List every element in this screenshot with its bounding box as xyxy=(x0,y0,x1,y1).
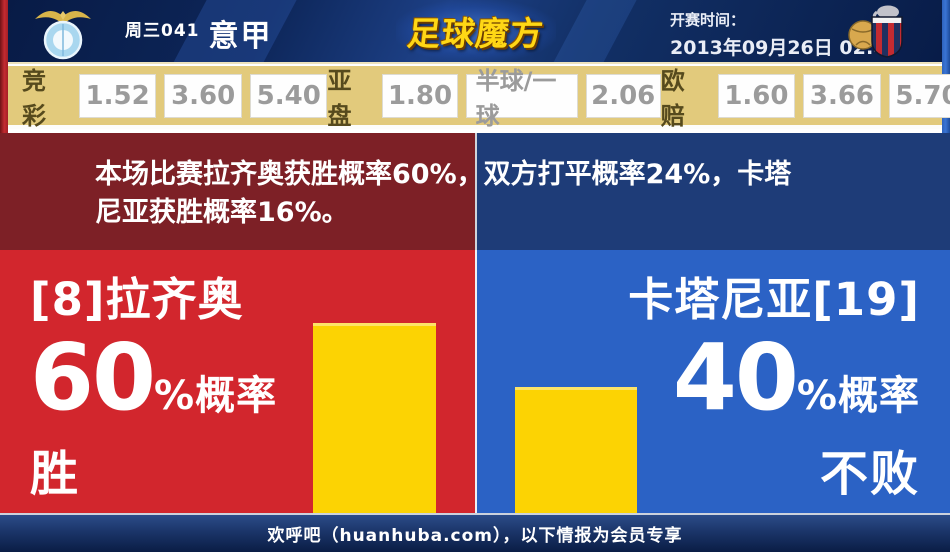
away-percent-value: 40 xyxy=(672,323,799,431)
oupei-label: 欧赔 xyxy=(660,66,686,130)
footer-bar: 欢呼吧（huanhuba.com），以下情报为会员专享 xyxy=(0,513,950,552)
home-percent-value: 60 xyxy=(30,323,156,431)
home-team-name: [8]拉齐奥 xyxy=(30,273,244,326)
lazio-crest-icon xyxy=(32,3,94,62)
oupei-away-odds: 5.70 xyxy=(888,73,950,118)
summary-divider xyxy=(475,133,477,250)
oupei-draw-odds: 3.66 xyxy=(803,73,881,118)
match-number-label: 周三041 xyxy=(125,21,200,41)
away-percent-line: 40%概率 xyxy=(477,331,920,424)
summary-home-background xyxy=(0,133,475,250)
home-percent-suffix: %概率 xyxy=(154,372,278,419)
match-info: 周三041 意甲 xyxy=(125,0,273,62)
away-panel: 卡塔尼亚[19] 40%概率 不败 xyxy=(477,250,950,513)
home-percent-line: 60%概率 xyxy=(30,331,475,424)
oupei-home-odds: 1.60 xyxy=(717,73,796,118)
yapan-home-odds: 1.80 xyxy=(382,73,458,118)
home-panel: [8]拉齐奥 60%概率 胜 xyxy=(0,250,475,513)
away-percent-suffix: %概率 xyxy=(796,372,920,419)
kickoff-info: 开赛时间： 2013年09月26日 02:45 xyxy=(670,9,900,60)
prediction-panels: [8]拉齐奥 60%概率 胜 卡塔尼亚[19] 40%概率 不败 xyxy=(0,250,950,513)
catania-crest-icon xyxy=(848,3,906,62)
match-header: 周三041 意甲 足球魔方 开赛时间： 2013年09月26日 02:45 xyxy=(8,0,942,64)
kickoff-label: 开赛时间： xyxy=(670,11,746,29)
away-probability-bar xyxy=(515,387,637,513)
site-logo-text: 足球魔方 xyxy=(405,14,547,53)
jingcai-draw-odds: 3.60 xyxy=(164,73,242,118)
left-red-edge-strip xyxy=(0,0,8,133)
jingcai-away-odds: 5.40 xyxy=(249,73,328,118)
home-outcome-label: 胜 xyxy=(30,445,81,502)
site-logo: 足球魔方 xyxy=(396,0,556,62)
yapan-label: 亚盘 xyxy=(327,66,353,130)
jingcai-label: 竞彩 xyxy=(22,66,47,130)
odds-group-yapan: 亚盘 1.80 半球/一球 2.06 xyxy=(327,61,661,131)
jingcai-home-odds: 1.52 xyxy=(78,73,157,118)
kickoff-time: 2013年09月26日 02:45 xyxy=(670,37,900,59)
odds-band: 竞彩 1.52 3.60 5.40 亚盘 1.80 半球/一球 2.06 欧赔 … xyxy=(8,66,950,130)
yapan-handicap: 半球/一球 xyxy=(465,67,578,130)
odds-group-jingcai: 竞彩 1.52 3.60 5.40 xyxy=(22,61,328,131)
panel-divider xyxy=(475,250,477,513)
yapan-away-odds: 2.06 xyxy=(585,73,661,118)
probability-summary-band: 本场比赛拉齐奥获胜概率60%，双方打平概率24%，卡塔尼亚获胜概率16%。 xyxy=(0,133,950,250)
home-probability-bar xyxy=(313,323,436,513)
league-name: 意甲 xyxy=(208,19,273,54)
odds-group-oupei: 欧赔 1.60 3.66 5.70 xyxy=(661,61,950,131)
away-team-name: 卡塔尼亚[19] xyxy=(628,273,920,326)
right-blue-edge-strip xyxy=(942,0,950,133)
footer-text: 欢呼吧（huanhuba.com），以下情报为会员专享 xyxy=(267,526,683,546)
away-outcome-label: 不败 xyxy=(819,445,920,502)
probability-summary-text: 本场比赛拉齐奥获胜概率60%，双方打平概率24%，卡塔尼亚获胜概率16%。 xyxy=(95,159,792,228)
summary-away-background xyxy=(477,133,950,250)
